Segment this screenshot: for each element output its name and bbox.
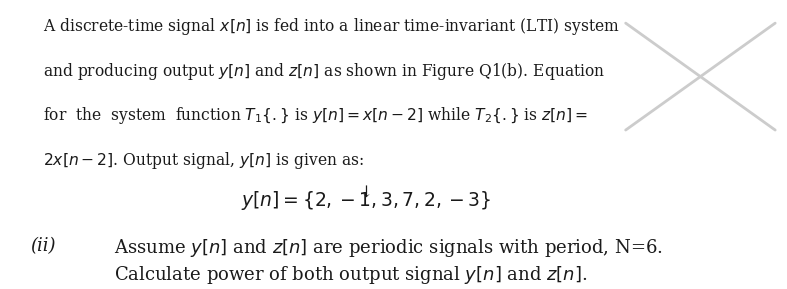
Text: for  the  system  function $T_1\{.\}$ is $y[n] = x[n-2]$ while $T_2\{.\}$ is $z[: for the system function $T_1\{.\}$ is $y… — [43, 105, 589, 127]
Text: and producing output $y[n]$ and $z[n]$ as shown in Figure Q1(b). Equation: and producing output $y[n]$ and $z[n]$ a… — [43, 61, 605, 82]
Text: Calculate power of both output signal $y[n]$ and $z[n]$.: Calculate power of both output signal $y… — [114, 264, 587, 286]
Text: ↓: ↓ — [360, 184, 372, 201]
Text: $2x[n-2]$. Output signal, $y[n]$ is given as:: $2x[n-2]$. Output signal, $y[n]$ is give… — [43, 150, 364, 171]
Text: A discrete-time signal $x[n]$ is fed into a linear time-invariant (LTI) system: A discrete-time signal $x[n]$ is fed int… — [43, 16, 620, 37]
Text: Assume $y[n]$ and $z[n]$ are periodic signals with period, N=6.: Assume $y[n]$ and $z[n]$ are periodic si… — [114, 237, 663, 259]
Text: (ii): (ii) — [30, 237, 55, 255]
Text: $y[n]=\{2,-1,3,7,2,-3\}$: $y[n]=\{2,-1,3,7,2,-3\}$ — [241, 189, 491, 212]
